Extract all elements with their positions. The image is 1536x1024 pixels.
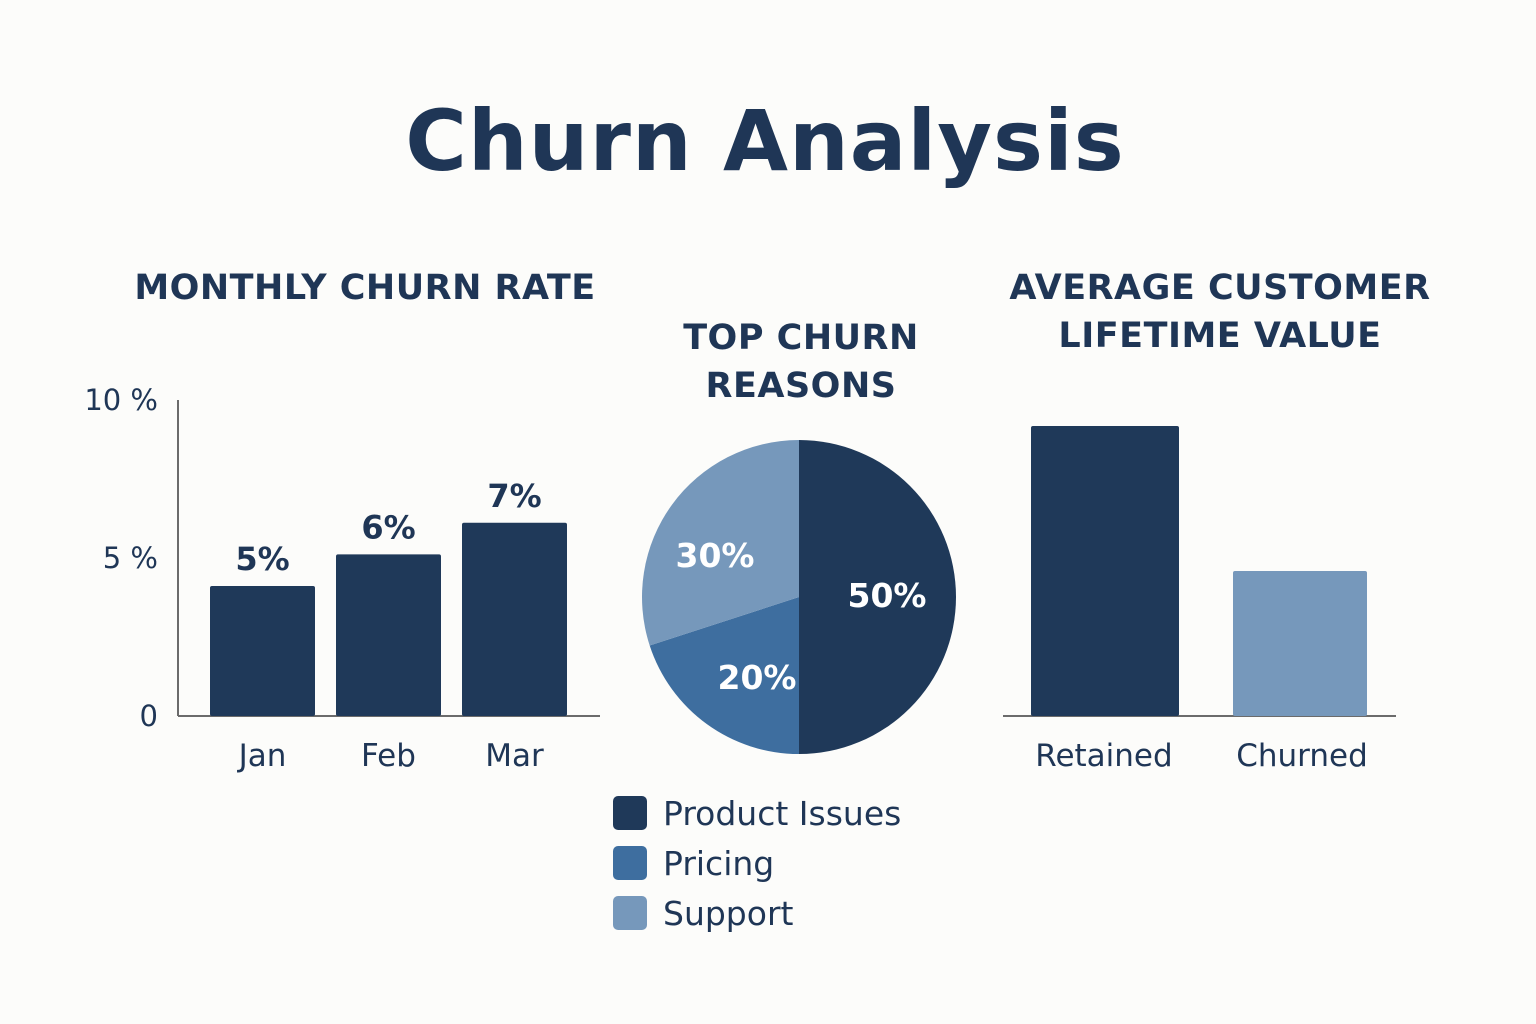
pie-legend: Product Issues Pricing Support (613, 788, 901, 938)
clv-x-tick-label: Churned (1236, 738, 1368, 774)
pie-slice-label: 50% (848, 576, 927, 615)
pie-slice-product-issues (799, 440, 956, 754)
legend-swatch-support (613, 896, 647, 930)
legend-swatch-pricing (613, 846, 647, 880)
pie-slice-label: 30% (676, 536, 755, 575)
clv-x-tick-label: Retained (1035, 738, 1172, 774)
churn-rate-bar (210, 586, 315, 716)
legend-item-product-issues: Product Issues (613, 788, 901, 838)
legend-label-support: Support (663, 893, 794, 933)
churn-rate-x-tick-label: Jan (237, 738, 287, 774)
legend-label-pricing: Pricing (663, 843, 775, 883)
page-title: Churn Analysis (405, 92, 1125, 190)
churn-rate-bar (336, 554, 441, 716)
legend-item-pricing: Pricing (613, 838, 901, 888)
monthly-churn-rate-title: MONTHLY CHURN RATE (134, 268, 596, 308)
y-tick-label: 5 % (103, 541, 158, 575)
legend-item-support: Support (613, 888, 901, 938)
legend-swatch-product-issues (613, 796, 647, 830)
clv-bar (1233, 571, 1367, 716)
churn-rate-data-label: 7% (487, 477, 541, 515)
churn-rate-x-tick-label: Mar (485, 738, 544, 774)
pie-slice-support (642, 440, 799, 646)
lifetime-value-title: AVERAGE CUSTOMER LIFETIME VALUE (1009, 268, 1431, 356)
y-tick-label: 0 (140, 699, 158, 733)
churn-rate-data-label: 5% (235, 540, 289, 578)
churn-rate-data-label: 6% (361, 508, 415, 546)
y-tick-label: 10 % (84, 383, 158, 417)
clv-bar (1031, 426, 1179, 716)
legend-label-product-issues: Product Issues (663, 793, 902, 833)
top-churn-reasons-title: TOP CHURN REASONS (683, 318, 919, 406)
pie-slice-pricing (649, 597, 799, 754)
churn-rate-bar (462, 522, 567, 716)
pie-slice-label: 20% (718, 658, 797, 697)
churn-rate-x-tick-label: Feb (361, 738, 416, 774)
